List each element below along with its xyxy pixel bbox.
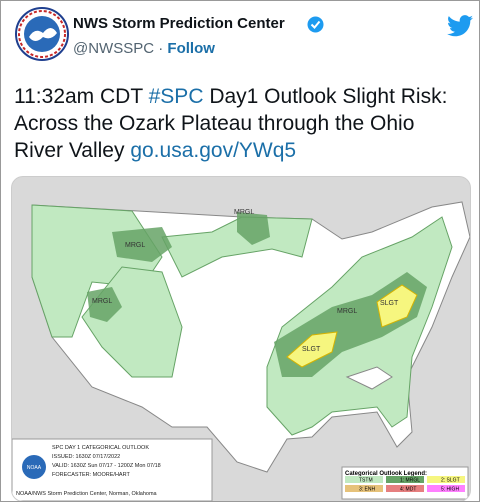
legend-swatch [345,476,383,483]
text: Day1 Outlook Slight Risk: Across the Oza… [14,85,448,162]
info-line: FORECASTER: MOORE/HART [52,472,130,478]
risk-label: MRGL [92,298,112,305]
link[interactable]: go.usa.gov/YWq5 [130,139,297,162]
legend-item: TSTM [359,478,373,484]
outlook-map[interactable]: NOAA SPC DAY 1 CATEGORICAL OUTLOOK ISSUED:… [11,176,471,502]
text: 11:32am CDT [14,85,143,108]
legend: Categorical Outlook Legend:TSTM 1: MRGL 2:… [341,466,469,500]
follow-button[interactable]: Follow [167,40,215,57]
info-line: SPC DAY 1 CATEGORICAL OUTLOOK [52,445,149,451]
hashtag[interactable]: #SPC [148,85,204,108]
legend-swatch [345,485,383,492]
tweet-text: 11:32am CDT #SPC Day1 Outlook Slight Ris… [14,83,469,164]
legend-item: 4: MDT [400,487,416,493]
risk-label: MRGL [234,209,254,216]
mrgl-area [237,212,270,245]
info-line: NOAA/NWS Storm Prediction Center, Norman… [16,491,158,497]
verified-badge [307,16,324,33]
uncovered-area [345,366,393,390]
handle: @NWSSPC [73,40,155,57]
legend-item: 1: MRGL [400,478,420,484]
legend-item: 2: SLGT [441,478,460,484]
legend-swatch [427,485,465,492]
risk-label: SLGT [380,300,399,307]
mrgl-area [87,287,122,322]
risk-label: SLGT [302,346,321,353]
author-line: @NWSSPC · Follow [73,40,215,57]
legend-title: Categorical Outlook Legend: [345,471,427,477]
info-box: NOAA SPC DAY 1 CATEGORICAL OUTLOOK ISSUED:… [12,438,213,501]
legend-swatch [427,476,465,483]
mrgl-area [112,227,172,262]
twitter-logo[interactable] [447,15,473,37]
legend-swatch [386,476,424,483]
legend-swatch [386,485,424,492]
separator: · [158,40,164,57]
legend-item: 3: ENH [359,487,376,493]
risk-label: MRGL [125,242,145,249]
tstm-area [161,216,313,278]
risk-label: MRGL [337,308,357,315]
info-line: VALID: 1630Z Sun 07/17 - 1200Z Mon 07/18 [52,463,161,469]
slgt-area [376,284,418,328]
info-line: ISSUED: 1630Z 07/17/2022 [52,454,120,460]
legend-item: 5: HIGH [441,487,459,493]
avatar[interactable] [15,7,69,61]
info-logo: NOAA [27,465,42,471]
author-name: NWS Storm Prediction Center [73,15,285,32]
slgt-area [286,331,338,368]
